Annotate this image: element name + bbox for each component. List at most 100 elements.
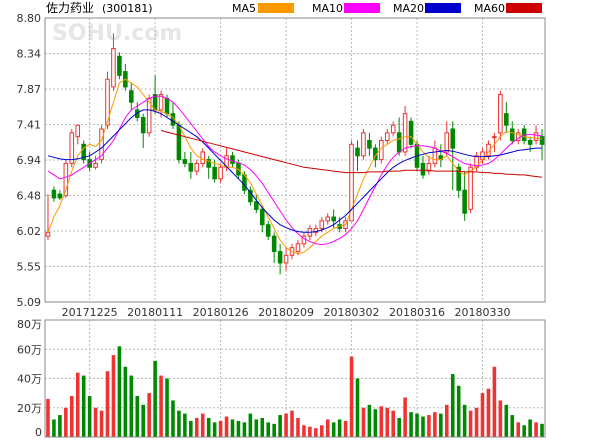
volume-bar bbox=[93, 407, 98, 437]
volume-bar bbox=[117, 346, 122, 437]
volume-bar bbox=[373, 409, 378, 437]
volume-bar bbox=[409, 412, 413, 437]
candle-body bbox=[200, 151, 206, 164]
date-tick-label: 20180126 bbox=[193, 306, 249, 319]
volume-bar bbox=[81, 375, 86, 437]
volume-bar bbox=[379, 406, 384, 437]
candle-body bbox=[111, 48, 116, 88]
stock-code: (300181) bbox=[102, 2, 153, 15]
price-panel-frame bbox=[44, 17, 546, 303]
candle-body bbox=[194, 162, 200, 172]
price-tick-label: 8.34 bbox=[17, 48, 42, 61]
candle-body bbox=[69, 132, 75, 164]
volume-tick-label: 0 bbox=[35, 426, 42, 439]
volume-bar bbox=[177, 410, 181, 437]
candle-body bbox=[426, 162, 432, 172]
volume-bar bbox=[421, 416, 425, 437]
volume-bar bbox=[189, 420, 193, 437]
volume-bars bbox=[46, 346, 544, 437]
volume-bar bbox=[105, 371, 110, 437]
legend-swatch bbox=[425, 3, 461, 13]
volume-bar bbox=[320, 425, 324, 437]
volume-bar bbox=[87, 396, 92, 437]
price-tick-label: 5.09 bbox=[17, 296, 42, 309]
candle-body bbox=[319, 220, 325, 230]
legend-swatch bbox=[506, 3, 542, 13]
volume-bar bbox=[415, 413, 419, 437]
volume-bar bbox=[367, 404, 372, 437]
candle-body bbox=[176, 124, 182, 161]
candle-body bbox=[498, 94, 503, 134]
volume-bar bbox=[439, 413, 443, 437]
candle-body bbox=[450, 128, 456, 149]
candle-body bbox=[277, 250, 283, 264]
volume-bar bbox=[361, 407, 366, 437]
candle-body bbox=[265, 224, 271, 237]
candle-body bbox=[504, 113, 509, 126]
volume-bar bbox=[492, 366, 497, 437]
candle-body bbox=[188, 162, 194, 172]
volume-bar bbox=[456, 385, 461, 437]
candle-body bbox=[63, 162, 69, 197]
candle-body bbox=[158, 94, 164, 111]
volume-bar bbox=[343, 420, 348, 437]
volume-bar bbox=[141, 404, 145, 437]
volume-bar bbox=[528, 419, 532, 437]
volume-bar bbox=[355, 378, 360, 437]
volume-bar bbox=[171, 400, 175, 437]
volume-bar bbox=[427, 415, 431, 437]
ma-lines bbox=[47, 78, 543, 255]
volume-bar bbox=[337, 419, 342, 437]
candle-body bbox=[57, 193, 63, 199]
candle-body bbox=[444, 132, 450, 153]
volume-bar bbox=[290, 410, 294, 437]
candle-body bbox=[515, 132, 521, 141]
price-tick-label: 6.94 bbox=[17, 154, 42, 167]
volume-bar bbox=[153, 360, 157, 437]
volume-bar bbox=[254, 419, 259, 437]
candle-body bbox=[105, 78, 110, 126]
candle-body bbox=[456, 166, 461, 191]
candle-body bbox=[45, 231, 51, 237]
volume-bar bbox=[242, 422, 247, 437]
candle-body bbox=[129, 90, 134, 103]
volume-bar bbox=[522, 425, 526, 437]
volume-bar bbox=[385, 407, 390, 437]
price-tick-label: 7.87 bbox=[17, 83, 42, 96]
volume-bar bbox=[64, 407, 68, 437]
candle-body bbox=[81, 143, 86, 161]
volume-bar bbox=[99, 410, 104, 437]
legend-label: MA20 bbox=[393, 2, 424, 15]
volume-bar bbox=[111, 355, 116, 437]
watermark: SOHU.com bbox=[52, 21, 182, 46]
volume-bar bbox=[445, 404, 449, 437]
volume-bar bbox=[278, 415, 282, 437]
price-tick-label: 5.55 bbox=[17, 261, 42, 274]
chart-title: 佐力药业 bbox=[46, 1, 94, 15]
volume-tick-label: 20万 bbox=[17, 402, 42, 415]
candle-body bbox=[99, 128, 104, 161]
candle-body bbox=[75, 124, 81, 138]
date-tick-label: 20171225 bbox=[62, 306, 118, 319]
volume-bar bbox=[403, 397, 407, 437]
volume-bar bbox=[236, 420, 241, 437]
candle-body bbox=[301, 235, 307, 245]
volume-bar bbox=[325, 419, 330, 437]
volume-bar bbox=[75, 372, 80, 437]
volume-bar bbox=[123, 366, 128, 437]
date-tick-label: 20180330 bbox=[455, 306, 511, 319]
candle-body bbox=[248, 189, 253, 203]
candle-body bbox=[396, 132, 402, 153]
volume-bar bbox=[516, 422, 520, 437]
volume-bar bbox=[52, 419, 56, 437]
ma20-line bbox=[47, 109, 542, 233]
candle-body bbox=[331, 216, 336, 222]
axes: 8.80 8.34 7.87 7.41 6.94 6.48 6.02 5.55 5.09 80万 6… bbox=[17, 12, 546, 439]
candle-body bbox=[355, 147, 360, 157]
volume-bar bbox=[284, 413, 288, 437]
volume-bar bbox=[218, 420, 223, 437]
volume-bar bbox=[349, 356, 354, 437]
volume-bar bbox=[224, 416, 229, 437]
candle-body bbox=[408, 120, 414, 145]
volume-bar bbox=[308, 426, 312, 437]
